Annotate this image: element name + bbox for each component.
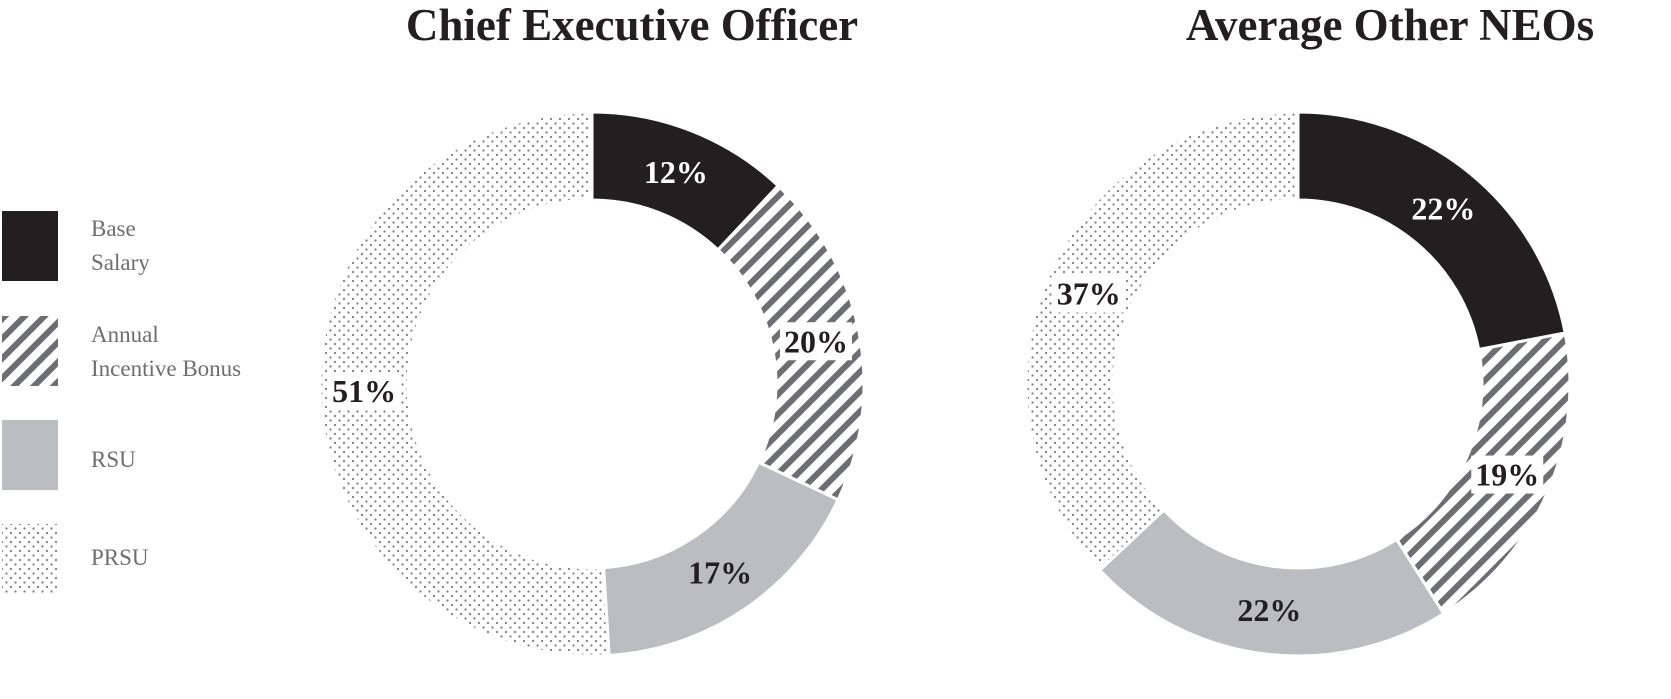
ceo-slice-prsu	[318, 110, 611, 658]
neo-slice-rsu	[1097, 507, 1446, 658]
ceo-chart-title: Chief Executive Officer	[406, 0, 858, 50]
neo-label-prsu: 37%	[1057, 275, 1121, 311]
neo-slice-base-salary	[1296, 110, 1567, 352]
legend: Base Salary Annual Incentive Bonus RSU P…	[2, 211, 241, 594]
legend-swatch-annual-incentive-bonus	[2, 316, 58, 386]
neo-slice-prsu	[1024, 110, 1300, 573]
neo-label-bg-annual-incentive-bonus	[1471, 455, 1544, 494]
legend-label-annual-incentive-bonus-line1: Annual	[91, 322, 159, 347]
ceo-label-annual-incentive-bonus: 20%	[784, 323, 848, 359]
legend-label-prsu: PRSU	[91, 545, 149, 570]
ceo-label-rsu: 17%	[688, 555, 752, 591]
neo-label-bg-prsu	[1052, 274, 1125, 313]
neo-label-rsu: 22%	[1237, 592, 1301, 628]
ceo-label-base-salary: 12%	[644, 154, 708, 190]
neo-chart-title: Average Other NEOs	[1186, 0, 1594, 50]
legend-label-base-salary-line1: Base	[91, 216, 136, 241]
legend-label-rsu: RSU	[91, 447, 136, 472]
legend-swatch-prsu	[2, 524, 58, 594]
neo-donut-chart: 22% 19% 22% 37%	[1024, 110, 1572, 658]
ceo-label-prsu: 51%	[332, 373, 396, 409]
legend-label-annual-incentive-bonus-line2: Incentive Bonus	[91, 356, 241, 381]
neo-label-annual-incentive-bonus: 19%	[1475, 457, 1539, 493]
ceo-donut-chart: 12% 20% 17% 51%	[318, 110, 866, 658]
ceo-label-bg-annual-incentive-bonus	[779, 322, 852, 361]
legend-swatch-base-salary	[2, 211, 58, 281]
legend-label-base-salary-line2: Salary	[91, 250, 150, 275]
neo-label-base-salary: 22%	[1411, 190, 1475, 226]
legend-swatch-rsu	[2, 420, 58, 490]
ceo-label-bg-prsu	[328, 372, 401, 411]
